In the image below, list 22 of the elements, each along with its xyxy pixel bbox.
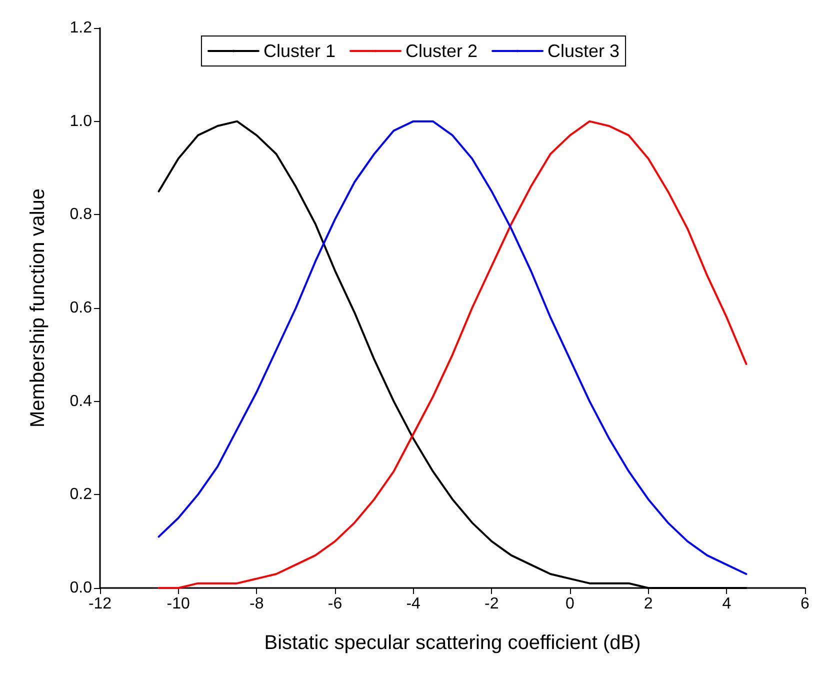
x-tick-label: 0 [566,596,575,612]
legend-label: Cluster 2 [405,41,478,61]
x-tick-label: 4 [722,596,732,612]
y-tick-label: 0.6 [70,300,92,316]
y-tick-label: 1.2 [70,20,92,36]
legend-label: Cluster 1 [263,41,336,61]
x-tick-label: -12 [88,596,112,612]
y-tick-label: 0.8 [70,206,92,224]
x-axis-title: Bistatic specular scattering coefficient (dB) [264,632,641,654]
legend-label: Cluster 3 [548,41,620,61]
x-tick-label: 6 [800,596,810,612]
y-tick-label: 0.0 [70,580,92,596]
x-tick-label: -10 [166,596,190,612]
y-axis-title: Membership function value [27,188,49,428]
y-tick-label: 0.4 [70,392,92,410]
y-tick-label: 1.0 [70,112,92,130]
y-tick-label: 0.2 [70,486,92,504]
x-tick-label: -8 [250,596,264,612]
x-tick-label: -4 [406,596,421,612]
x-tick-label: -2 [484,596,499,612]
x-tick-label: -6 [328,596,342,612]
x-tick-label: 2 [644,596,653,612]
